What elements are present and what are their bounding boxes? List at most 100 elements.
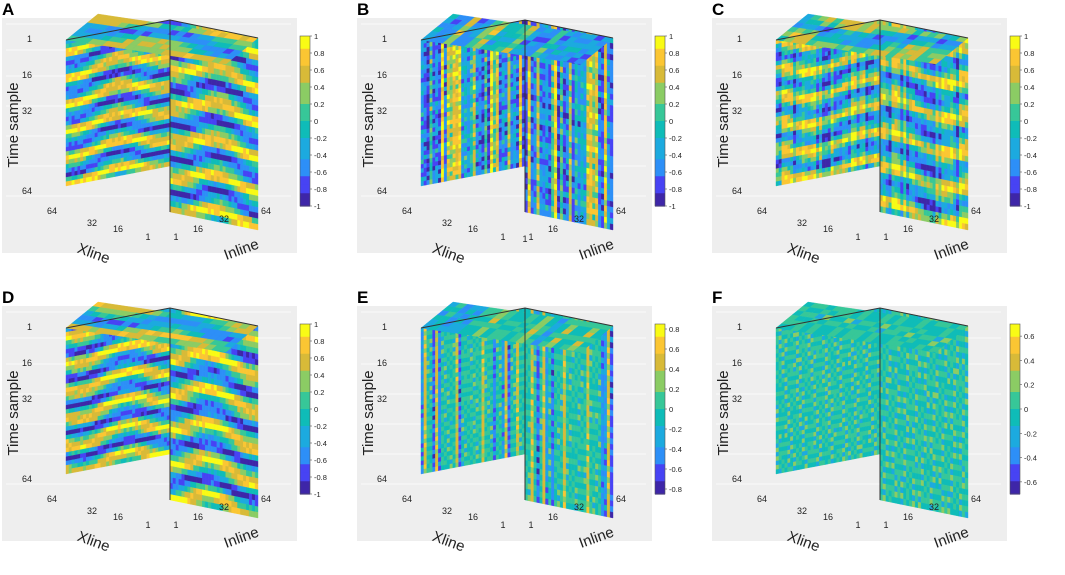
z-tick-label: 64: [22, 186, 32, 196]
colorbar-tick-label: 0.2: [314, 100, 324, 109]
panel-a: A 1 16 32 64 Time sample 64 32 16 1 Xline 1 16 32 64 In…: [0, 0, 355, 287]
x-tick-label: 32: [797, 218, 807, 228]
z-axis-label: Time sample: [715, 82, 732, 167]
y-tick-label: 64: [971, 206, 981, 216]
top-face: [65, 13, 259, 65]
colorbar-tick-label: 0: [1024, 117, 1028, 126]
x-tick-label: 16: [468, 512, 478, 522]
colorbar-tick-label: -0.2: [314, 134, 327, 143]
x-tick-label: 32: [442, 218, 452, 228]
colorbar-tick-label: -0.2: [1024, 429, 1037, 438]
colorbar-tick-label: 1: [314, 32, 318, 41]
y-tick-label: 32: [574, 214, 584, 224]
colorbar-tick-label: 0: [314, 405, 318, 414]
z-tick-label: 64: [377, 474, 387, 484]
colorbar-tick-label: -0.8: [1024, 185, 1037, 194]
colorbar-tick-label: 0.6: [669, 345, 679, 354]
x-tick-label: 1: [145, 232, 150, 242]
y-tick-label: 64: [616, 494, 626, 504]
colorbar-tick-label: 0.6: [1024, 66, 1034, 75]
y-tick-label: 1: [528, 232, 533, 242]
x-tick-label: 32: [797, 506, 807, 516]
z-tick-label: 64: [732, 474, 742, 484]
x-tick-label: 1: [500, 232, 505, 242]
colorbar-tick-label: 0.8: [314, 337, 324, 346]
x-tick-label: 64: [47, 494, 57, 504]
y-tick-label: 32: [574, 502, 584, 512]
colorbar-tick-label: -0.4: [1024, 454, 1037, 463]
y-tick-label: 16: [903, 512, 913, 522]
colorbar-tick-label: 0.4: [669, 83, 679, 92]
colorbar-tick-label: 0.6: [669, 66, 679, 75]
colorbar-tick-label: -0.4: [669, 445, 682, 454]
z-tick-label: 32: [22, 106, 32, 116]
colorbar: [654, 35, 667, 207]
colorbar-tick-label: 0.4: [314, 371, 324, 380]
x-tick-label: 16: [113, 224, 123, 234]
y-tick-label: 32: [219, 214, 229, 224]
y-tick-label: 32: [929, 502, 939, 512]
x-tick-label: 64: [757, 206, 767, 216]
front-right-face: [879, 19, 969, 231]
colorbar-tick-label: 0.2: [669, 385, 679, 394]
x-tick-label: 64: [402, 494, 412, 504]
colorbar-tick-label: 0.6: [314, 66, 324, 75]
colorbar-tick-label: 0: [669, 405, 673, 414]
panel-label: E: [357, 288, 369, 307]
panel-label: F: [712, 288, 723, 307]
colorbar-tick-label: -0.2: [669, 134, 682, 143]
y-tick-label: 1: [173, 232, 178, 242]
cube-edges: [65, 307, 259, 500]
colorbar-tick-label: 0.8: [669, 325, 679, 334]
x-tick-label: 16: [823, 512, 833, 522]
z-tick-label: 16: [377, 358, 387, 368]
cube-edges: [420, 19, 614, 212]
colorbar-tick-label: -0.2: [669, 425, 682, 434]
z-tick-label: 1: [737, 322, 742, 332]
z-tick-label: 32: [377, 394, 387, 404]
z-tick-label: 32: [377, 106, 387, 116]
panel-label: B: [357, 0, 370, 19]
z-tick-label: 16: [732, 358, 742, 368]
colorbar-tick-label: 0: [669, 117, 673, 126]
panel-label: A: [2, 0, 15, 19]
x-tick-label: 32: [442, 506, 452, 516]
colorbar: [299, 323, 312, 495]
colorbar: [654, 323, 667, 495]
colorbar: [1009, 35, 1022, 207]
colorbar: [1009, 323, 1022, 495]
cube-edges: [420, 307, 614, 500]
z-tick-label: 32: [732, 394, 742, 404]
colorbar-tick-label: -0.8: [669, 485, 682, 494]
z-tick-label: 1: [382, 34, 387, 44]
x-tick-label: 16: [468, 224, 478, 234]
top-face: [420, 301, 614, 353]
z-tick-label: 1: [382, 322, 387, 332]
y-tick-label: 32: [929, 214, 939, 224]
colorbar-tick-label: -0.2: [1024, 134, 1037, 143]
extra-tick-label: 1: [522, 234, 527, 244]
colorbar-tick-label: -1: [314, 202, 321, 211]
colorbar-tick-label: 1: [669, 32, 673, 41]
x-tick-label: 1: [855, 520, 860, 530]
colorbar-tick-label: 0.2: [1024, 381, 1034, 390]
colorbar-tick-label: -0.6: [314, 456, 327, 465]
y-tick-label: 64: [971, 494, 981, 504]
colorbar-tick-label: 0.4: [669, 365, 679, 374]
colorbar-tick-label: 0.4: [1024, 356, 1034, 365]
colorbar-tick-label: -0.8: [314, 185, 327, 194]
colorbar-tick-label: 0: [1024, 405, 1028, 414]
y-tick-label: 16: [193, 224, 203, 234]
x-tick-label: 64: [47, 206, 57, 216]
colorbar-tick-label: 0.4: [1024, 83, 1034, 92]
top-face: [65, 301, 259, 353]
colorbar-tick-label: 1: [1024, 32, 1028, 41]
colorbar-tick-label: -0.4: [314, 439, 327, 448]
z-tick-label: 32: [22, 394, 32, 404]
y-tick-label: 64: [261, 494, 271, 504]
colorbar-tick-label: 0.4: [314, 83, 324, 92]
